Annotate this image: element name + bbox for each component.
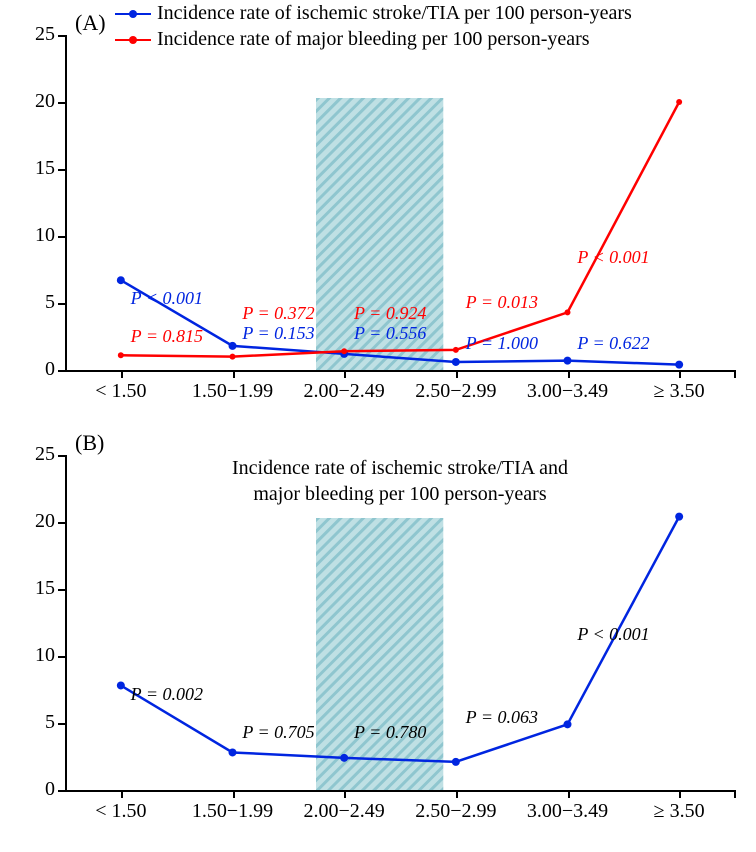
panel-b-title-line: major bleeding per 100 person-years (65, 483, 735, 506)
p-value-label: P < 0.001 (131, 288, 203, 309)
x-tick-label: 2.00−2.49 (284, 380, 404, 403)
x-tick-label: ≥ 3.50 (619, 800, 739, 823)
x-tick-label: 2.50−2.99 (396, 800, 516, 823)
p-value-label: P = 0.622 (577, 333, 649, 354)
x-tick-label: 2.00−2.49 (284, 800, 404, 823)
p-value-label: P = 0.556 (354, 323, 426, 344)
p-value-label: P < 0.001 (577, 247, 649, 268)
p-value-label: P = 0.002 (131, 684, 203, 705)
p-value-label: P = 0.780 (354, 722, 426, 743)
p-value-label: P = 0.815 (131, 326, 203, 347)
x-tick-label: 2.50−2.99 (396, 380, 516, 403)
x-tick-label: < 1.50 (61, 380, 181, 403)
legend-row: Incidence rate of ischemic stroke/TIA pe… (115, 2, 632, 25)
x-tick-label: 1.50−1.99 (173, 380, 293, 403)
legend-text: Incidence rate of ischemic stroke/TIA pe… (157, 2, 632, 25)
p-value-label: P = 0.063 (466, 707, 538, 728)
legend-text: Incidence rate of major bleeding per 100… (157, 28, 590, 51)
p-value-label: P = 1.000 (466, 333, 538, 354)
x-tick-label: 3.00−3.49 (508, 800, 628, 823)
p-value-label: P = 0.705 (242, 722, 314, 743)
figure-root: (A)0510152025< 1.501.50−1.992.00−2.492.5… (0, 0, 756, 852)
x-tick-label: 3.00−3.49 (508, 380, 628, 403)
p-value-label: P = 0.153 (242, 323, 314, 344)
x-tick-label: < 1.50 (61, 800, 181, 823)
legend-row: Incidence rate of major bleeding per 100… (115, 28, 590, 51)
p-value-label: P = 0.013 (466, 292, 538, 313)
p-value-label: P = 0.372 (242, 303, 314, 324)
p-value-label: P < 0.001 (577, 624, 649, 645)
x-tick-label: 1.50−1.99 (173, 800, 293, 823)
x-tick-label: ≥ 3.50 (619, 380, 739, 403)
panel-b-title-line: Incidence rate of ischemic stroke/TIA an… (65, 457, 735, 480)
p-value-label: P = 0.924 (354, 303, 426, 324)
